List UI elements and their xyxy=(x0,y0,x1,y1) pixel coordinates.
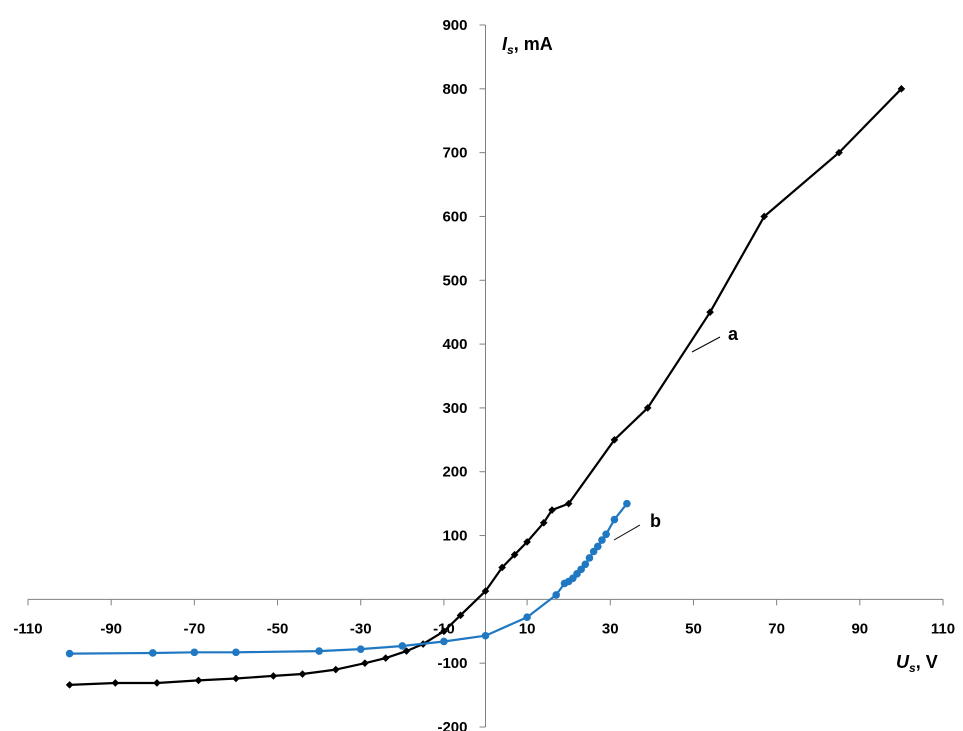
series-b-point xyxy=(148,649,157,657)
series-a-point xyxy=(232,674,240,683)
series-a-point xyxy=(298,670,307,678)
series-a-point xyxy=(456,611,465,620)
series-b-point xyxy=(589,547,598,556)
x-axis-subscript: s xyxy=(909,661,916,675)
series-a-point xyxy=(381,654,390,662)
series-layer xyxy=(65,85,906,689)
x-axis-title: Us, V xyxy=(896,652,938,675)
series-a-point xyxy=(481,587,490,595)
y-tick-label: 300 xyxy=(442,400,467,417)
x-axis-unit: , V xyxy=(916,652,938,672)
y-tick-label: 700 xyxy=(442,145,467,162)
series-b-point xyxy=(593,542,602,551)
series-a-point xyxy=(331,665,340,674)
series-b-point xyxy=(602,530,610,539)
ticks: -110-90-70-50-30-101030507090110-200-100… xyxy=(13,17,955,731)
x-tick-label: 30 xyxy=(602,620,619,637)
x-tick-label: 70 xyxy=(768,620,785,637)
x-tick-label: 50 xyxy=(685,620,702,637)
series-b-point xyxy=(356,645,365,653)
series-b-point xyxy=(190,648,199,657)
y-tick-label: 100 xyxy=(442,528,467,545)
series-a-point xyxy=(835,148,843,157)
series-a-point xyxy=(510,550,519,559)
y-tick-label: 200 xyxy=(442,464,467,481)
series-b-point xyxy=(398,642,407,650)
y-tick-label: 900 xyxy=(442,17,467,34)
x-tick-label: 10 xyxy=(519,620,536,637)
series-a-point xyxy=(760,212,768,221)
series-a-point xyxy=(706,308,714,316)
series-b-point xyxy=(232,648,240,657)
y-axis-symbol: I xyxy=(502,34,508,54)
series-b-point xyxy=(65,649,74,658)
x-tick-label: -90 xyxy=(100,620,122,637)
series-a-point xyxy=(548,506,556,514)
series-b-point xyxy=(481,631,490,640)
annotation-label-a: a xyxy=(728,324,739,344)
series-b-point xyxy=(577,565,585,574)
series-a-point xyxy=(65,681,74,689)
y-tick-label: 800 xyxy=(442,81,467,98)
series-b-point xyxy=(440,637,448,646)
y-axis-unit: , mA xyxy=(514,34,553,54)
x-axis-symbol: U xyxy=(896,652,910,672)
x-tick-label: 110 xyxy=(931,620,955,637)
y-axis-title: Is, mA xyxy=(502,34,553,57)
annotations: ab xyxy=(613,324,739,541)
series-a-point xyxy=(564,499,573,508)
series-a-point xyxy=(269,672,278,680)
series-a-point xyxy=(523,538,531,546)
y-tick-label: 500 xyxy=(442,272,467,289)
series-a-point xyxy=(498,563,506,572)
series-a-point xyxy=(111,679,120,687)
x-tick-label: -30 xyxy=(350,620,372,637)
series-b xyxy=(65,499,631,658)
series-b-point xyxy=(585,554,594,562)
series-a xyxy=(65,85,906,689)
annotation-label-b: b xyxy=(650,511,661,531)
series-b-point xyxy=(610,515,619,524)
y-tick-label: 600 xyxy=(442,208,467,225)
series-b-point xyxy=(523,613,531,622)
series-a-point xyxy=(897,85,906,93)
series-a-point xyxy=(610,436,619,444)
annotation-leader-a xyxy=(691,336,721,353)
series-a-point xyxy=(402,647,411,655)
y-axis-subscript: s xyxy=(507,43,514,57)
x-tick-label: -50 xyxy=(267,620,289,637)
series-b-point xyxy=(623,499,631,508)
series-a-point xyxy=(153,679,161,687)
series-a-point xyxy=(361,659,369,667)
series-b-point xyxy=(598,536,606,544)
series-a-point xyxy=(539,518,548,527)
x-tick-label: 90 xyxy=(851,620,868,637)
annotation-leader-b xyxy=(613,524,641,541)
series-a-point xyxy=(643,404,652,412)
series-b-point xyxy=(552,591,561,599)
series-b-point xyxy=(315,647,323,655)
x-tick-label: -70 xyxy=(184,620,206,637)
y-tick-label: -200 xyxy=(437,719,467,731)
y-tick-label: -100 xyxy=(437,655,467,672)
x-tick-label: -110 xyxy=(13,620,42,637)
series-b-point xyxy=(581,560,590,569)
series-a-point xyxy=(440,627,448,636)
axes xyxy=(28,25,943,727)
series-a-point xyxy=(194,676,203,685)
y-tick-label: 400 xyxy=(442,336,467,353)
